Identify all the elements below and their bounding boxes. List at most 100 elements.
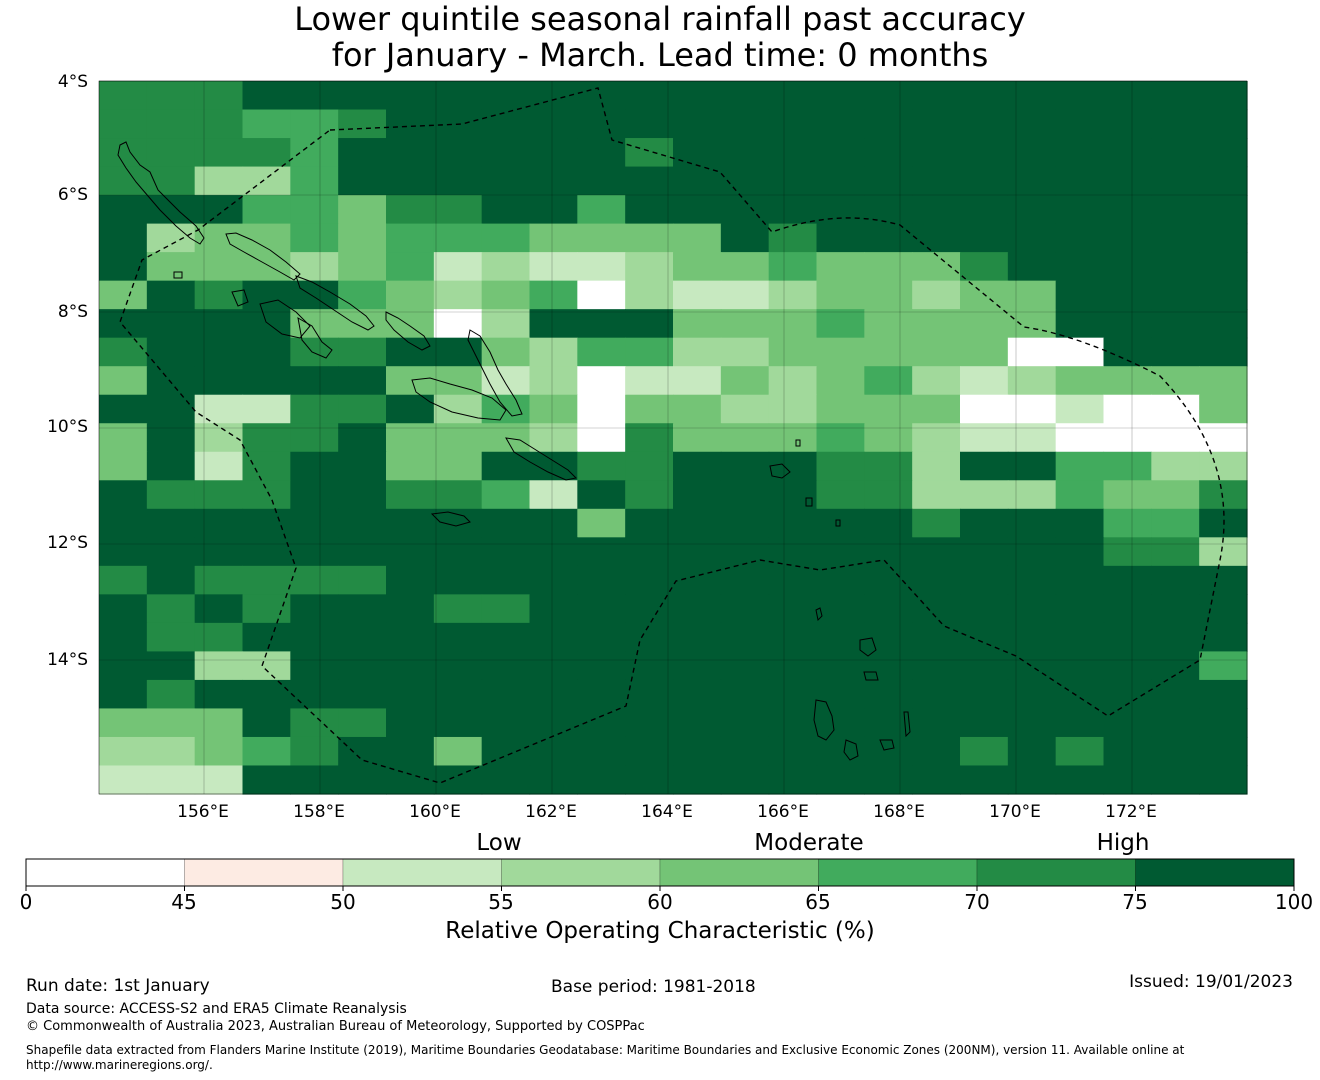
grid-cell <box>625 679 674 710</box>
grid-cell <box>290 679 339 710</box>
grid-cell <box>625 622 674 652</box>
grid-cell <box>864 81 913 111</box>
colorbar-title: Relative Operating Characteristic (%) <box>445 918 875 944</box>
grid-cell <box>433 736 483 767</box>
grid-cell <box>625 337 674 367</box>
grid-cell <box>146 394 196 424</box>
colorbar-segment <box>1135 858 1295 887</box>
grid-cell <box>338 337 387 367</box>
grid-cell <box>768 765 818 795</box>
grid-cell <box>386 508 435 538</box>
grid-cell <box>146 679 196 710</box>
grid-cell <box>338 109 387 139</box>
grid-cell <box>386 309 435 339</box>
grid-cell <box>529 366 578 396</box>
map-frame <box>98 80 1248 795</box>
grid-cell <box>960 736 1009 767</box>
coastline-maewo <box>903 711 911 738</box>
lat-label-14s: 14°S <box>47 650 88 670</box>
grid-cell <box>1199 366 1248 396</box>
grid-cell <box>912 651 961 681</box>
grid-cell <box>99 451 148 481</box>
grid-cell <box>290 508 339 538</box>
grid-cell <box>338 252 387 282</box>
copyright: © Commonwealth of Australia 2023, Austra… <box>26 1019 645 1034</box>
grid-cell <box>1151 138 1200 168</box>
grid-cell <box>481 366 531 396</box>
grid-cell <box>290 195 339 225</box>
grid-cell <box>1103 394 1152 424</box>
grid-cell <box>816 622 865 652</box>
grid-cell <box>1103 480 1152 510</box>
grid-cell <box>1151 537 1200 567</box>
grid-cell <box>864 394 913 424</box>
grid-cell <box>816 451 865 481</box>
grid-cell <box>386 736 435 767</box>
grid-cell <box>673 594 722 624</box>
coastline-choiseul <box>225 232 301 281</box>
grid-cell <box>1007 166 1057 196</box>
grid-cell <box>242 508 291 538</box>
coastline-makira <box>505 437 578 481</box>
grid-cell <box>386 622 435 652</box>
grid-cell <box>577 736 626 767</box>
grid-cell <box>912 394 961 424</box>
grid-cell <box>433 337 483 367</box>
grid-cell <box>720 109 770 139</box>
grid-cell <box>912 337 961 367</box>
grid-cell <box>673 679 722 710</box>
grid-cell <box>720 622 770 652</box>
grid-cell <box>577 423 626 453</box>
grid-cell <box>625 223 674 253</box>
grid-cell <box>1007 565 1057 595</box>
grid-cell <box>433 679 483 710</box>
colorbar-tick-45: 45 <box>171 890 197 914</box>
grid-cell <box>481 81 531 111</box>
grid-cell <box>625 394 674 424</box>
grid-cell <box>625 736 674 767</box>
coastline-santa-cruz <box>769 463 791 479</box>
grid-cell <box>816 765 865 795</box>
grid-cell <box>99 679 148 710</box>
coastline-shortlands <box>231 289 249 307</box>
grid-cell <box>1199 679 1248 710</box>
grid-cell <box>673 708 722 738</box>
grid-cell <box>625 366 674 396</box>
grid-cell <box>99 423 148 453</box>
grid-cell <box>1151 480 1200 510</box>
grid-cell <box>864 309 913 339</box>
grid-cell <box>146 195 196 225</box>
grid-cell <box>99 736 148 767</box>
grid-cell <box>338 280 387 310</box>
grid-cell <box>816 138 865 168</box>
grid-cell <box>625 480 674 510</box>
grid-cell <box>673 765 722 795</box>
coastline-banks <box>859 637 877 657</box>
grid-cell <box>625 594 674 624</box>
lat-label-12s: 12°S <box>47 533 88 553</box>
coastline-small-1 <box>173 271 183 279</box>
grid-cell <box>912 679 961 710</box>
grid-cell <box>720 480 770 510</box>
grid-cell <box>386 195 435 225</box>
grid-cell <box>864 651 913 681</box>
grid-cell <box>912 138 961 168</box>
grid-cell <box>625 280 674 310</box>
grid-cell <box>242 708 291 738</box>
grid-cell <box>960 708 1009 738</box>
grid-cell <box>1007 394 1057 424</box>
grid-cell <box>673 480 722 510</box>
grid-cell <box>864 679 913 710</box>
grid-cell <box>1103 423 1152 453</box>
grid-cell <box>1007 109 1057 139</box>
category-moderate: Moderate <box>754 830 864 856</box>
grid-cell <box>577 138 626 168</box>
grid-cell <box>194 594 244 624</box>
grid-cell <box>1103 109 1152 139</box>
grid-cell <box>481 166 531 196</box>
grid-cell <box>1151 309 1200 339</box>
grid-cell <box>386 565 435 595</box>
grid-cell <box>720 765 770 795</box>
grid-cell <box>529 480 578 510</box>
colorbar-tick-100: 100 <box>1274 890 1314 914</box>
